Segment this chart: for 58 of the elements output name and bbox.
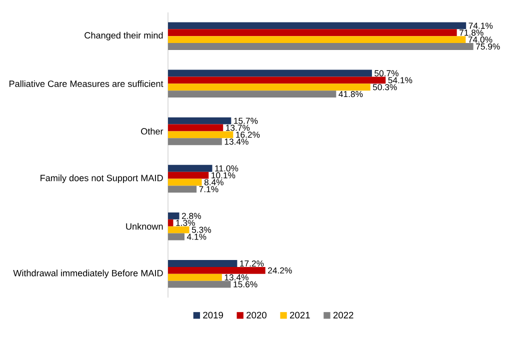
bar	[168, 172, 209, 179]
data-label: 13.4%	[224, 274, 248, 280]
data-label: 15.7%	[234, 118, 258, 124]
y-tick-label: Family does not Support MAID	[40, 174, 163, 184]
bar	[168, 274, 222, 281]
bar	[168, 186, 197, 193]
data-label: 15.6%	[234, 281, 258, 288]
bar	[168, 138, 222, 146]
data-label: 50.7%	[374, 70, 398, 76]
bar	[168, 226, 190, 234]
legend-label: 2022	[333, 312, 354, 318]
bar	[168, 90, 336, 98]
data-label: 2.8%	[182, 212, 201, 220]
bar	[168, 70, 372, 77]
y-tick-label: Withdrawal immediately Before MAID	[13, 270, 163, 278]
data-label: 10.1%	[212, 172, 236, 178]
bar	[168, 233, 184, 240]
bar	[168, 124, 224, 132]
data-label: 17.2%	[240, 260, 264, 267]
bar	[168, 260, 238, 267]
data-label: 41.8%	[338, 91, 363, 98]
legend-label: 2021	[290, 312, 310, 318]
data-label: 75.9%	[476, 43, 500, 50]
data-label: 16.2%	[236, 132, 260, 138]
y-tick-label: Other	[141, 128, 164, 135]
data-label: 74.0%	[468, 36, 492, 43]
data-label: 7.1%	[199, 186, 218, 192]
bar	[168, 36, 466, 44]
y-tick-label: Changed their mind	[84, 32, 163, 40]
data-label: 13.7%	[226, 124, 250, 131]
bar	[168, 219, 174, 226]
bar	[168, 178, 202, 186]
data-label: 8.4%	[204, 179, 224, 186]
bar	[168, 117, 232, 124]
data-label: 74.1%	[468, 22, 493, 29]
data-label: 11.0%	[215, 165, 238, 172]
data-label: 4.1%	[186, 234, 206, 240]
data-label: 50.3%	[372, 84, 397, 90]
bar	[168, 164, 212, 172]
data-label: 13.4%	[224, 138, 248, 145]
bar	[168, 280, 231, 288]
bar	[168, 43, 474, 50]
bar	[168, 212, 180, 220]
data-label: 71.8%	[460, 30, 484, 36]
legend-label: 2020	[246, 312, 266, 318]
y-tick-label: Unknown	[126, 223, 163, 230]
data-label: 5.3%	[192, 226, 212, 233]
bar	[168, 131, 234, 138]
data-label: 54.1%	[388, 77, 412, 84]
bar	[168, 22, 466, 30]
bar	[168, 76, 386, 84]
data-label: 1.3%	[176, 220, 195, 226]
legend-label: 2019	[203, 312, 223, 318]
bar	[168, 29, 457, 36]
y-tick-label: Palliative Care Measures are sufficient	[10, 80, 164, 87]
data-label: 24.2%	[268, 267, 292, 274]
bar	[168, 84, 370, 91]
bar	[168, 266, 266, 274]
